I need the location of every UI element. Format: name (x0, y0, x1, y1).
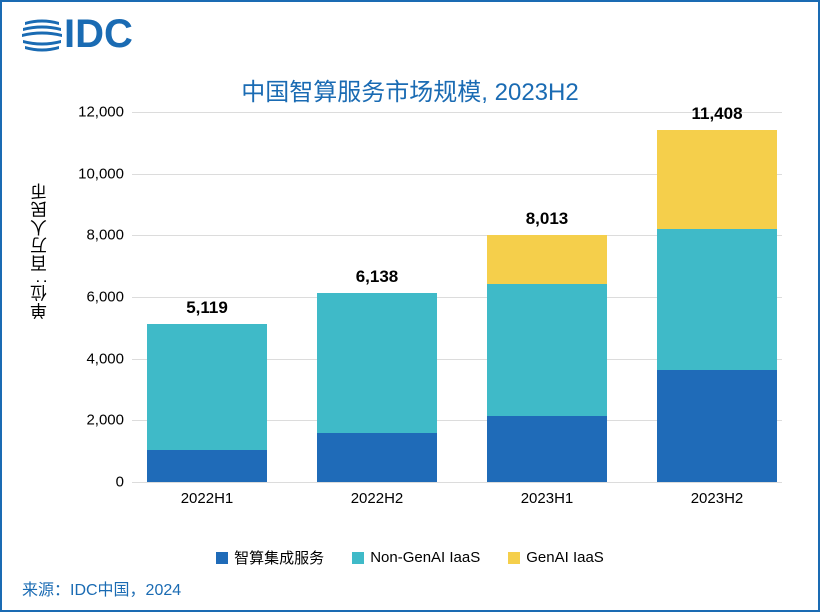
source-text: 来源：IDC中国，2024 (22, 576, 181, 600)
x-tick-label: 2022H2 (317, 490, 437, 507)
y-tick-label: 0 (116, 474, 124, 491)
y-tick-label: 4,000 (86, 350, 124, 367)
bar-group: 11,408 (657, 130, 777, 482)
plot-area: 02,0004,0006,0008,00010,00012,0005,11920… (132, 112, 782, 482)
legend: 智算集成服务 Non-GenAI IaaS GenAI IaaS (2, 547, 818, 568)
bar-group: 8,013 (487, 235, 607, 482)
bar-group: 5,119 (147, 324, 267, 482)
bar-total-label: 6,138 (317, 267, 437, 287)
bar-total-label: 5,119 (147, 298, 267, 318)
y-tick-label: 6,000 (86, 289, 124, 306)
legend-label: GenAI IaaS (526, 549, 604, 566)
chart-area: 02,0004,0006,0008,00010,00012,0005,11920… (72, 112, 792, 522)
gridline (132, 482, 782, 483)
bar-group: 6,138 (317, 293, 437, 482)
globe-icon (22, 14, 62, 54)
bar-segment (147, 450, 267, 482)
y-tick-label: 12,000 (78, 104, 124, 121)
legend-item: Non-GenAI IaaS (352, 547, 480, 568)
legend-swatch (352, 552, 364, 564)
bar-segment (657, 229, 777, 370)
idc-logo: IDC (22, 14, 133, 54)
bar-segment (487, 284, 607, 415)
bar-segment (657, 130, 777, 229)
legend-swatch (216, 552, 228, 564)
y-tick-label: 2,000 (86, 412, 124, 429)
y-tick-label: 10,000 (78, 165, 124, 182)
x-tick-label: 2023H2 (657, 490, 777, 507)
legend-item: 智算集成服务 (216, 547, 324, 568)
bar-segment (487, 416, 607, 482)
bar-total-label: 8,013 (487, 209, 607, 229)
legend-label: 智算集成服务 (234, 547, 324, 568)
y-tick-label: 8,000 (86, 227, 124, 244)
bar-segment (487, 235, 607, 284)
logo-text: IDC (64, 14, 133, 54)
x-tick-label: 2022H1 (147, 490, 267, 507)
legend-label: Non-GenAI IaaS (370, 549, 480, 566)
legend-item: GenAI IaaS (508, 547, 604, 568)
chart-title: 中国智算服务市场规模, 2023H2 (2, 72, 818, 107)
bar-segment (317, 433, 437, 482)
bar-segment (657, 370, 777, 482)
bar-total-label: 11,408 (657, 104, 777, 124)
bar-segment (147, 324, 267, 449)
y-axis-label: 单位: 百万人民币 (28, 182, 53, 319)
legend-swatch (508, 552, 520, 564)
chart-frame: IDC 中国智算服务市场规模, 2023H2 单位: 百万人民币 02,0004… (0, 0, 820, 612)
bar-segment (317, 293, 437, 433)
x-tick-label: 2023H1 (487, 490, 607, 507)
